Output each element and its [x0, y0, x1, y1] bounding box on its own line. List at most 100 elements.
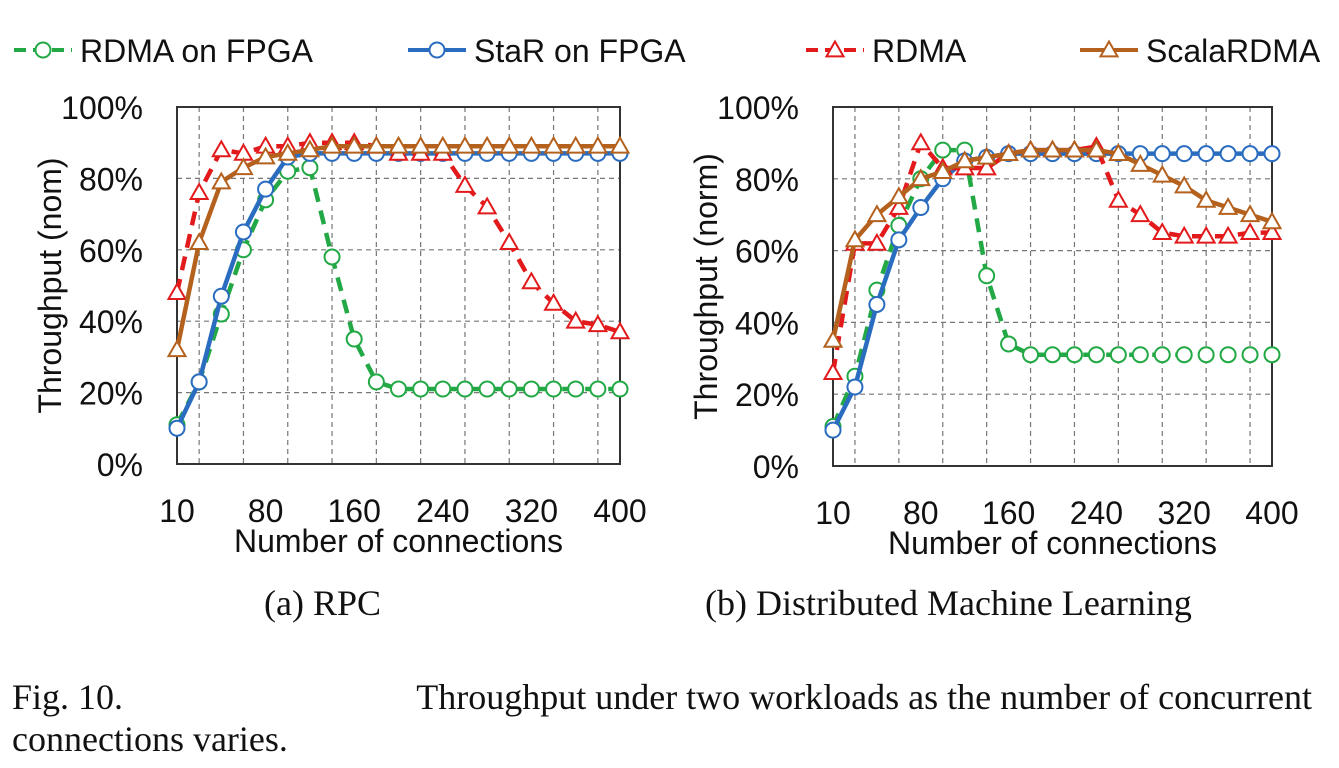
x-axis-label: Number of connections: [234, 523, 563, 559]
chart-dml-svg: 0% 20% 40% 60% 80% 100% 10 80 160 240 320 400 Number…: [688, 90, 1299, 561]
data-point-rdma-on-fpga: [390, 380, 407, 398]
data-point-rdma: [1108, 189, 1129, 208]
chart-rpc-svg: 0% 20% 40% 60% 80% 100% 10 80 160 240 320 400 Number…: [32, 90, 647, 559]
data-point-star-on-fpga: [1263, 145, 1281, 163]
data-point-scalardma: [1195, 189, 1217, 208]
legend-label-scalardma: ScalaRDMA: [1146, 33, 1321, 69]
data-point-rdma: [565, 310, 586, 329]
data-point-rdma-on-fpga: [545, 380, 563, 398]
y-tick-label: 100%: [61, 90, 143, 126]
y-axis-label: Throughput (norm): [688, 153, 724, 420]
x-axis-label: Number of connections: [888, 525, 1217, 561]
data-point-rdma: [476, 196, 498, 215]
data-point-rdma-on-fpga: [301, 159, 319, 177]
data-point-scalardma: [277, 142, 298, 161]
data-point-scalardma: [299, 139, 321, 158]
data-point-rdma: [499, 232, 520, 251]
data-point-scalardma: [844, 229, 866, 248]
data-point-star-on-fpga: [1175, 145, 1193, 163]
legend-marker-rdma-on-fpga: [34, 41, 52, 59]
data-point-rdma: [1239, 222, 1261, 241]
subcaption-a: (a) RPC: [264, 583, 381, 623]
data-point-star-on-fpga: [257, 180, 275, 198]
data-point-star-on-fpga: [212, 287, 230, 305]
data-point-rdma: [521, 271, 542, 290]
data-point-rdma-on-fpga: [1241, 346, 1259, 364]
data-point-star-on-fpga: [868, 295, 886, 313]
data-point-rdma-on-fpga: [1087, 346, 1105, 364]
data-point-scalardma: [1152, 164, 1173, 183]
series-scalardma: [822, 139, 1283, 348]
data-point-scalardma: [521, 135, 542, 154]
data-point-rdma-on-fpga: [1197, 346, 1215, 364]
subcaption-b: (b) Distributed Machine Learning: [705, 583, 1192, 623]
data-point-rdma-on-fpga: [1153, 346, 1171, 364]
data-point-star-on-fpga: [912, 199, 930, 217]
series-line-rdma: [830, 140, 1272, 374]
data-point-rdma-on-fpga: [1175, 346, 1193, 364]
grid: [177, 106, 620, 465]
y-axis-label: Throughput (nom): [32, 157, 68, 413]
data-point-scalardma: [888, 186, 910, 205]
x-tick-label: 80: [248, 493, 284, 529]
x-tick-label: 160: [982, 495, 1035, 531]
legend-label-rdma: RDMA: [872, 33, 967, 69]
data-point-scalardma: [1217, 197, 1239, 215]
data-point-scalardma: [954, 150, 975, 169]
y-tick-label: 40%: [735, 305, 799, 341]
data-point-scalardma: [609, 135, 631, 154]
data-point-rdma-on-fpga: [589, 380, 607, 398]
data-point-rdma: [1152, 222, 1173, 241]
data-point-scalardma: [1130, 153, 1151, 172]
data-point-scalardma: [1064, 139, 1085, 158]
legend-item-star-on-fpga: StaR on FPGA: [408, 33, 686, 69]
data-point-rdma-on-fpga: [456, 380, 474, 398]
data-point-scalardma: [1042, 139, 1063, 158]
y-tick-label: 80%: [735, 162, 799, 198]
x-tick-label: 10: [815, 495, 851, 531]
data-point-rdma: [910, 132, 932, 151]
data-point-scalardma: [998, 143, 1019, 162]
data-point-scalardma: [343, 135, 365, 154]
data-point-rdma-on-fpga: [1109, 346, 1127, 364]
y-tick-label: 60%: [735, 234, 799, 270]
data-point-rdma-on-fpga: [611, 380, 629, 398]
data-point-scalardma: [976, 146, 997, 165]
data-point-rdma: [1217, 225, 1239, 244]
chart-panel-dml: 0% 20% 40% 60% 80% 100% 10 80 160 240 320 400 Number…: [660, 80, 1339, 640]
data-point-scalardma: [499, 135, 520, 154]
plot-frame: [832, 106, 1273, 467]
y-tick-label: 60%: [79, 233, 143, 269]
data-point-star-on-fpga: [1241, 145, 1259, 163]
data-point-star-on-fpga: [890, 231, 908, 249]
data-point-rdma-on-fpga: [367, 373, 385, 391]
data-point-rdma-on-fpga: [412, 380, 430, 398]
data-point-scalardma: [432, 135, 454, 154]
data-point-scalardma: [932, 161, 953, 179]
data-point-rdma-on-fpga: [522, 380, 540, 398]
data-point-rdma: [1261, 222, 1283, 241]
data-point-rdma: [1173, 225, 1195, 244]
y-tick-label: 0%: [97, 447, 143, 483]
legend-item-rdma-on-fpga: RDMA on FPGA: [14, 33, 314, 69]
data-point-scalardma: [366, 135, 387, 154]
data-point-rdma: [166, 282, 188, 301]
data-point-rdma: [454, 175, 476, 193]
data-point-scalardma: [255, 146, 276, 165]
data-point-star-on-fpga: [846, 378, 864, 396]
data-point-scalardma: [822, 329, 844, 348]
data-point-scalardma: [1261, 211, 1283, 230]
data-point-scalardma: [476, 135, 498, 154]
series-rdma-on-fpga: [168, 159, 629, 434]
data-point-scalardma: [410, 135, 431, 154]
data-point-scalardma: [1086, 139, 1107, 158]
data-point-rdma-on-fpga: [1022, 346, 1040, 364]
legend-label-star-on-fpga: StaR on FPGA: [474, 33, 686, 69]
data-point-scalardma: [188, 232, 210, 251]
figure-label: Fig. 10.: [12, 677, 124, 717]
y-tick-label: 0%: [753, 449, 799, 485]
data-point-rdma: [976, 157, 997, 176]
x-tick-label: 80: [903, 495, 939, 531]
y-tick-label: 20%: [79, 376, 143, 412]
data-point-scalardma: [910, 168, 932, 187]
